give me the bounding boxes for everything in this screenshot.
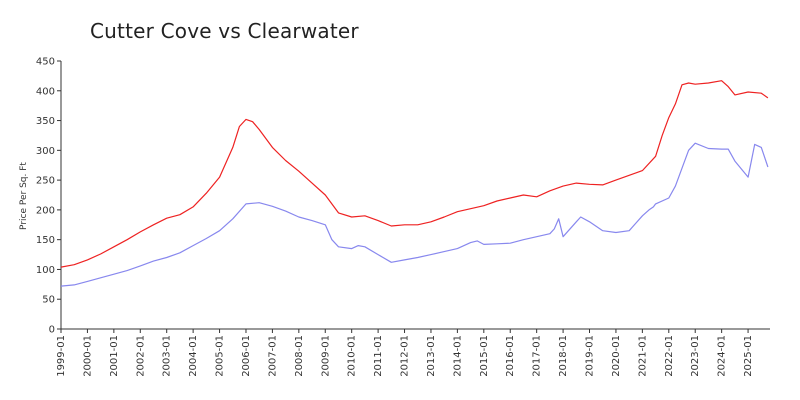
- x-tick-label: 2011-01: [373, 335, 384, 377]
- x-tick-label: 2003-01: [162, 335, 173, 377]
- y-tick-label: 250: [36, 176, 55, 187]
- x-tick-label: 2017-01: [532, 335, 543, 377]
- y-tick-label: 400: [36, 86, 55, 97]
- y-tick-label: 50: [42, 295, 55, 306]
- x-tick-label: 2024-01: [717, 335, 728, 377]
- x-tick-label: 2012-01: [400, 335, 411, 377]
- y-tick-label: 150: [36, 235, 55, 246]
- x-tick-label: 2013-01: [426, 335, 437, 377]
- x-tick-label: 2021-01: [637, 335, 648, 377]
- x-tick-label: 2025-01: [743, 335, 754, 377]
- series-line-2: [60, 142, 769, 287]
- series-line-1: [60, 80, 769, 268]
- x-tick-label: 2018-01: [558, 335, 569, 377]
- x-tick-label: 2004-01: [188, 335, 199, 377]
- x-tick-label: 2020-01: [611, 335, 622, 377]
- x-tick-label: 2009-01: [320, 335, 331, 377]
- x-tick-label: 2015-01: [479, 335, 490, 377]
- chart-title: Cutter Cove vs Clearwater: [90, 19, 359, 43]
- y-tick-label: 350: [36, 116, 55, 127]
- y-tick-label: 200: [36, 205, 55, 216]
- x-tick-label: 2016-01: [505, 335, 516, 377]
- x-tick-label: 2005-01: [215, 335, 226, 377]
- y-tick-label: 0: [49, 325, 55, 336]
- x-tick-label: 2010-01: [347, 335, 358, 377]
- x-tick-label: 2000-01: [82, 335, 93, 377]
- x-tick-label: 2001-01: [109, 335, 120, 377]
- x-tick-label: 2023-01: [690, 335, 701, 377]
- x-tick-label: 2006-01: [241, 335, 252, 377]
- x-tick-label: 2008-01: [294, 335, 305, 377]
- x-tick-label: 1999-01: [56, 335, 67, 377]
- x-tick-label: 2002-01: [135, 335, 146, 377]
- y-tick-label: 100: [36, 265, 55, 276]
- x-tick-label: 2019-01: [585, 335, 596, 377]
- y-tick-label: 450: [36, 57, 55, 68]
- x-tick-label: 2007-01: [267, 335, 278, 377]
- x-tick-label: 2022-01: [664, 335, 675, 377]
- x-tick-label: 2014-01: [452, 335, 463, 377]
- y-tick-label: 300: [36, 146, 55, 157]
